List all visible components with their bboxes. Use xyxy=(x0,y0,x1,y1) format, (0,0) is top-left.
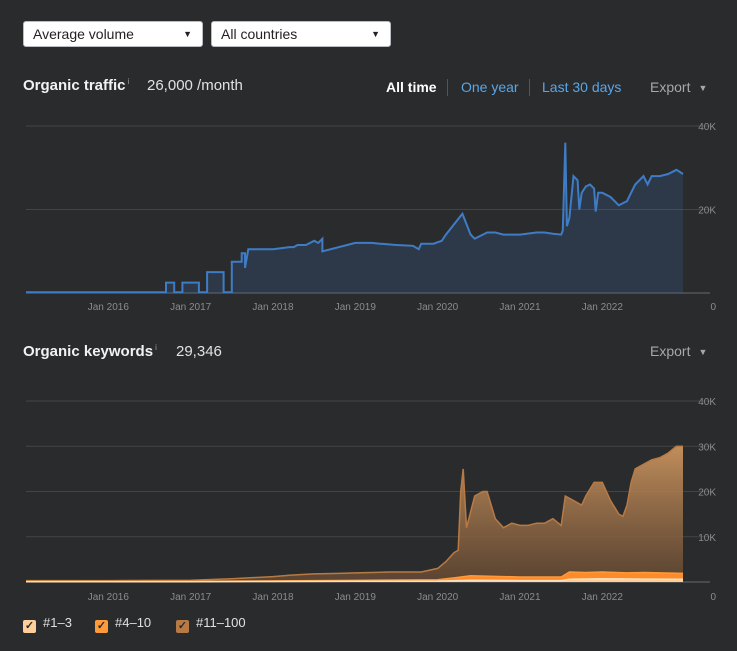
traffic-area xyxy=(26,142,683,293)
keywords-chart: 40K 30K 20K 10K 0 Jan 2016 Jan 2017 Jan 2018 Jan… xyxy=(25,397,716,603)
x-tick-label: Jan 2017 xyxy=(170,302,212,313)
volume-select[interactable]: Average volume ▼ xyxy=(23,21,203,47)
y-tick-label: 20K xyxy=(698,206,716,217)
legend-label: #11–100 xyxy=(196,615,246,630)
keywords-title: Organic keywords i xyxy=(23,343,157,360)
legend-item-1-3[interactable]: ✓ #1–3 xyxy=(23,615,72,633)
x-tick-label: Jan 2020 xyxy=(417,302,459,313)
y-tick-label: 0 xyxy=(710,592,716,603)
x-tick-label: Jan 2021 xyxy=(499,592,541,603)
legend-label: #4–10 xyxy=(115,615,152,630)
traffic-line xyxy=(26,142,684,294)
tab-one-year[interactable]: One year xyxy=(461,79,519,95)
info-icon[interactable]: i xyxy=(155,343,157,352)
traffic-chart: 40K 20K 0 Jan 2016 Jan 2017 Jan 2018 Jan 2019 J… xyxy=(26,122,716,313)
traffic-value: 26,000 /month xyxy=(147,77,243,94)
legend-label: #1–3 xyxy=(43,615,72,630)
y-tick-label: 40K xyxy=(698,397,716,408)
x-tick-label: Jan 2016 xyxy=(88,592,130,603)
tab-last-30-days[interactable]: Last 30 days xyxy=(542,79,622,95)
traffic-export-button[interactable]: Export ▼ xyxy=(650,79,707,95)
chevron-down-icon: ▼ xyxy=(183,29,192,39)
x-tick-label: Jan 2022 xyxy=(582,592,624,603)
keywords-value: 29,346 xyxy=(176,343,222,360)
keywords-export-button[interactable]: Export ▼ xyxy=(650,343,707,359)
series-11-100-line xyxy=(26,445,683,582)
country-select[interactable]: All countries ▼ xyxy=(211,21,391,47)
tab-divider xyxy=(529,79,530,96)
country-select-value: All countries xyxy=(221,26,298,42)
y-tick-label: 10K xyxy=(698,533,716,544)
x-tick-label: Jan 2018 xyxy=(252,302,294,313)
y-tick-label: 0 xyxy=(710,302,716,313)
info-icon[interactable]: i xyxy=(127,77,130,86)
traffic-title: Organic traffic i xyxy=(23,77,129,94)
checkbox-icon[interactable]: ✓ xyxy=(176,620,189,633)
x-tick-label: Jan 2016 xyxy=(88,302,130,313)
y-tick-label: 30K xyxy=(698,442,716,453)
x-tick-label: Jan 2018 xyxy=(252,592,294,603)
export-label: Export xyxy=(650,343,691,359)
legend-item-4-10[interactable]: ✓ #4–10 xyxy=(95,615,151,633)
x-tick-label: Jan 2021 xyxy=(499,302,541,313)
x-tick-label: Jan 2019 xyxy=(335,302,377,313)
chevron-down-icon: ▼ xyxy=(371,29,380,39)
chevron-down-icon: ▼ xyxy=(698,347,708,357)
tab-divider xyxy=(447,79,448,96)
x-tick-label: Jan 2017 xyxy=(170,592,212,603)
y-tick-label: 40K xyxy=(698,122,716,133)
series-11-100-area xyxy=(26,446,683,582)
keywords-title-text: Organic keywords xyxy=(23,343,154,360)
volume-select-value: Average volume xyxy=(33,26,134,42)
checkbox-icon[interactable]: ✓ xyxy=(95,620,108,633)
legend-item-11-100[interactable]: ✓ #11–100 xyxy=(176,615,246,633)
tab-all-time[interactable]: All time xyxy=(386,79,437,95)
series-1-3-line xyxy=(25,578,684,583)
traffic-title-text: Organic traffic xyxy=(23,77,126,94)
export-label: Export xyxy=(650,79,691,95)
x-tick-label: Jan 2019 xyxy=(335,592,377,603)
y-tick-label: 20K xyxy=(698,488,716,499)
series-4-10-area xyxy=(26,572,683,582)
x-tick-label: Jan 2022 xyxy=(582,302,624,313)
x-tick-label: Jan 2020 xyxy=(417,592,459,603)
checkbox-icon[interactable]: ✓ xyxy=(23,620,36,633)
chevron-down-icon: ▼ xyxy=(698,83,708,93)
